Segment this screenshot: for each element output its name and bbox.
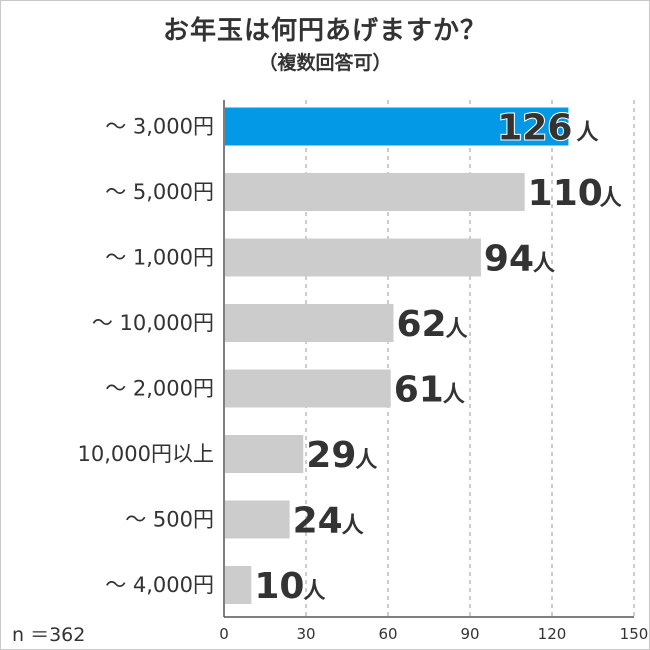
chart-subtitle: （複数回答可） [258,52,392,74]
value-unit: 人 [355,448,377,473]
bar [225,107,569,146]
x-tick-label: 0 [219,625,229,643]
bar [225,566,252,604]
bar [225,435,304,473]
category-label: 10,000円以上 [78,442,214,466]
category-label: ～ 3,000円 [105,115,214,139]
value-label: 126 [497,108,572,149]
value-label: 10 [254,566,304,607]
bar [225,173,525,211]
bar [225,304,394,342]
category-label: ～ 500円 [125,508,214,532]
value-label: 110 [528,173,603,214]
chart-title: お年玉は何円あげますか？ [162,16,487,46]
value-label: 61 [394,370,444,411]
x-tick-label: 30 [296,625,315,643]
x-tick-label: 150 [620,625,649,643]
category-label: ～ 5,000円 [105,180,214,204]
x-tick-label: 60 [378,625,397,643]
x-tick-label: 90 [460,625,479,643]
category-label: ～ 10,000円 [92,311,214,335]
value-label: 29 [306,435,356,476]
value-label: 24 [293,501,343,542]
value-unit: 人 [600,186,622,211]
value-unit: 人 [576,121,598,146]
value-unit: 人 [342,514,364,539]
bar [225,500,290,539]
category-label: ～ 1,000円 [105,246,214,270]
category-label: ～ 2,000円 [105,377,214,401]
x-tick-label: 120 [538,625,567,643]
value-label: 62 [396,304,446,345]
value-unit: 人 [445,317,467,342]
sample-size-note: n ＝362 [12,624,86,646]
bar [225,369,391,408]
value-unit: 人 [443,383,465,408]
bar [225,238,481,277]
value-label: 94 [484,239,534,280]
value-unit: 人 [533,252,555,277]
category-label: ～ 4,000円 [105,573,214,597]
value-unit: 人 [303,579,325,604]
